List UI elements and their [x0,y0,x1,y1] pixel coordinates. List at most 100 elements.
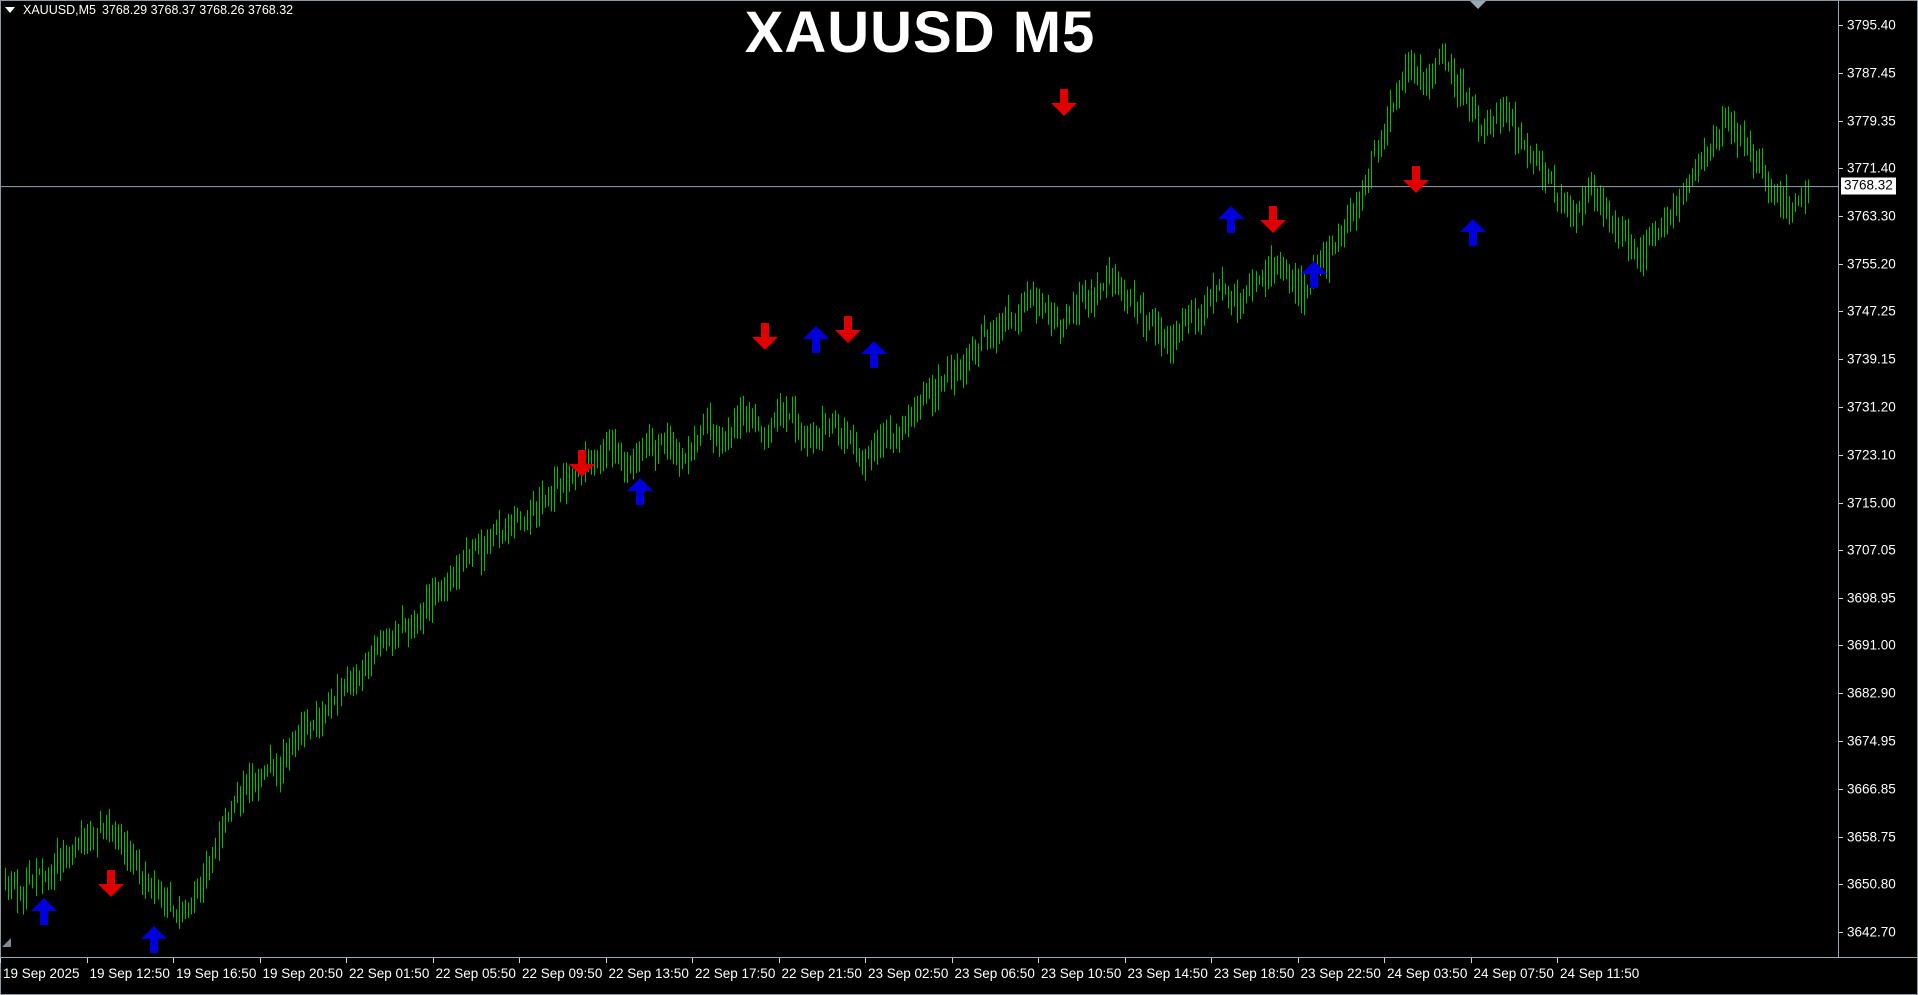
ohlc-bar [789,413,790,420]
ohlc-bar [1786,174,1787,219]
buy-arrow-up-icon[interactable] [627,478,653,505]
ohlc-bar [1015,313,1016,331]
time-tick [1124,958,1126,963]
ohlc-bar [78,837,79,851]
ohlc-bar [1539,150,1540,172]
ohlc-bar [1716,126,1717,150]
ohlc-bar [719,426,720,457]
time-tick [86,958,88,963]
sell-arrow-down-icon[interactable] [752,323,778,350]
ohlc-bar [1237,279,1238,324]
ohlc-bar [743,395,744,426]
buy-arrow-up-icon[interactable] [1218,206,1244,233]
ohlc-bar [1490,109,1491,135]
ohlc-bar [780,393,781,426]
ohlc-bar [405,618,406,633]
ohlc-bar [1658,227,1659,241]
ohlc-bar [14,871,15,890]
ohlc-bar [1201,304,1202,335]
ohlc-bar [1417,66,1418,86]
ohlc-bar [1140,295,1141,314]
time-scale-label: 22 Sep 09:50 [522,966,603,981]
ohlc-bar [810,423,811,449]
ohlc-bar [1536,143,1537,166]
sell-arrow-down-icon[interactable] [835,316,861,343]
buy-arrow-up-icon[interactable] [1460,219,1486,246]
time-scale[interactable]: 19 Sep 2025 19 Sep 12:50 19 Sep 16:50 19 Se… [0,958,1917,994]
ohlc-bar [883,422,884,458]
chart-plot-area[interactable] [1,1,1838,957]
price-scale-label: 3779.35 [1847,113,1896,129]
ohlc-bar [801,422,802,451]
buy-arrow-up-icon[interactable] [861,341,887,368]
ohlc-bar [1664,207,1665,238]
time-scale-label: 22 Sep 21:50 [781,966,862,981]
ohlc-bar [5,867,6,891]
ohlc-bar [914,397,915,428]
ohlc-bar [633,448,634,480]
ohlc-bar [862,450,863,476]
ohlc-bar [1353,203,1354,222]
sell-arrow-down-icon[interactable] [569,450,595,477]
ohlc-bar [158,879,159,900]
price-tick [1839,645,1843,647]
sell-arrow-down-icon[interactable] [1051,89,1077,116]
sell-arrow-down-icon[interactable] [1403,166,1429,193]
ohlc-bar [551,485,552,512]
buy-arrow-up-icon[interactable] [1301,261,1327,288]
sell-arrow-down-icon[interactable] [98,870,124,897]
ohlc-bar [963,354,964,388]
buy-arrow-up-icon[interactable] [803,326,829,353]
price-scale-label: 3723.10 [1847,447,1896,463]
ohlc-bar [880,424,881,459]
collapse-triangle-icon[interactable] [1470,1,1486,9]
ohlc-bar [1112,268,1113,297]
ohlc-bar [176,909,177,923]
ohlc-bar [749,402,750,433]
sell-arrow-down-icon[interactable] [1260,206,1286,233]
ohlc-bar [1390,89,1391,133]
ohlc-bar [1637,247,1638,269]
time-tick [605,958,607,963]
ohlc-bar [1252,269,1253,302]
ohlc-bar [1274,257,1275,284]
ohlc-bar [603,439,604,472]
ohlc-bar [957,353,958,382]
price-scale[interactable]: 3795.40 3787.45 3779.35 3771.40 3763.30 3755.… [1839,1,1917,957]
ohlc-bar [1795,193,1796,212]
ohlc-bar [414,610,415,639]
ohlc-bar [310,721,311,740]
ohlc-bar [1036,287,1037,324]
ohlc-bar [999,313,1000,345]
buy-arrow-up-icon[interactable] [31,898,57,925]
ohlc-bar [679,442,680,477]
ohlc-bar [652,428,653,457]
price-scale-label: 3731.20 [1847,399,1896,415]
ohlc-bar [758,416,759,432]
chevron-down-icon[interactable] [5,7,15,13]
ohlc-bar [1240,292,1241,320]
ohlc-bar [1667,206,1668,235]
ohlc-bar [691,442,692,462]
ohlc-bar [929,377,930,399]
ohlc-bar [231,800,232,822]
buy-arrow-up-icon[interactable] [141,926,167,953]
ohlc-bar [438,581,439,603]
ohlc-bar [1777,183,1778,203]
ohlc-bar [1432,63,1433,89]
ohlc-bar [1670,209,1671,226]
ohlc-bar [344,678,345,697]
ohlc-bar [133,843,134,875]
ohlc-bar [1182,308,1183,342]
ohlc-bar [1173,324,1174,364]
ohlc-bar [1259,275,1260,285]
ohlc-bar [588,448,589,473]
ohlc-bar [63,840,64,873]
ohlc-bar [920,394,921,420]
ohlc-bar [731,427,732,448]
ohlc-bar [484,536,485,571]
scroll-corner-triangle-icon[interactable] [2,938,11,947]
ohlc-bar [1652,223,1653,246]
ohlc-bar [1286,259,1287,280]
